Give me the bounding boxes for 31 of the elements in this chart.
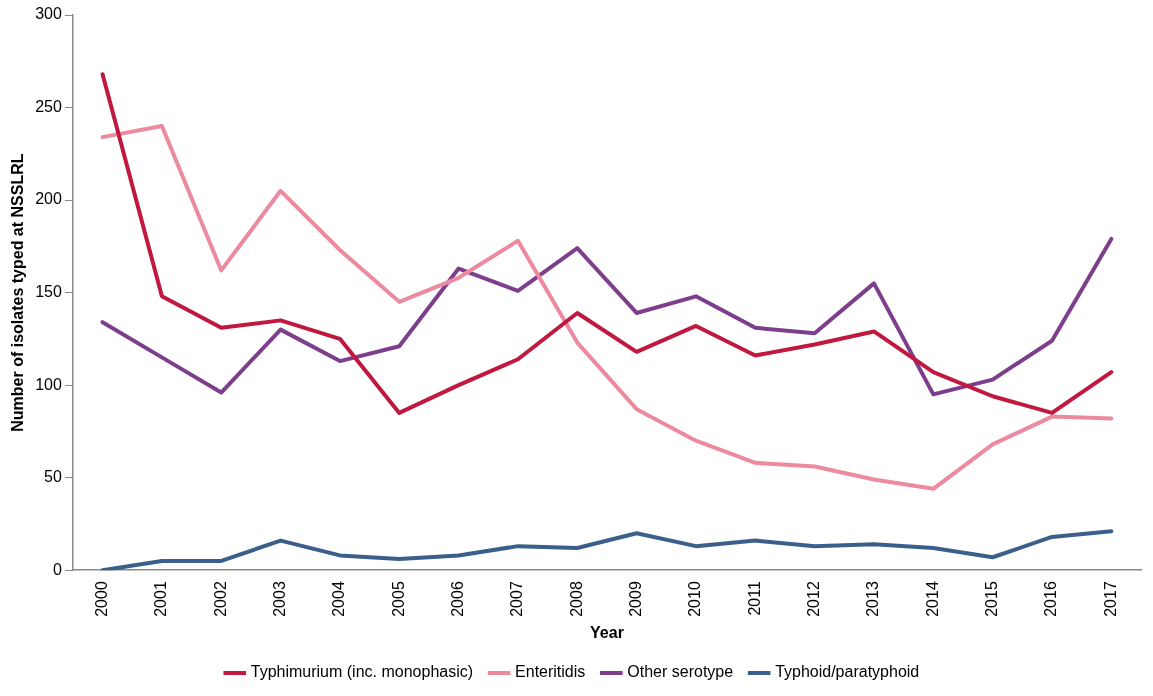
y-tick-label: 250 (35, 97, 62, 115)
x-tick-label: 2016 (1042, 581, 1060, 617)
x-tick-label: 2013 (864, 581, 882, 617)
legend-label: Other serotype (627, 663, 734, 681)
x-tick-label: 2005 (389, 581, 407, 617)
y-axis-title: Number of isolates typed at NSSLRL (9, 153, 27, 432)
x-tick-label: 2017 (1101, 581, 1119, 617)
x-tick-label: 2008 (567, 581, 585, 617)
x-tick-label: 2014 (923, 581, 941, 617)
x-tick-label: 2006 (449, 581, 467, 617)
x-tick-label: 2015 (983, 581, 1001, 617)
x-tick-label: 2001 (152, 581, 170, 617)
x-tick-label: 2007 (508, 581, 526, 617)
x-tick-label: 2002 (211, 581, 229, 617)
x-tick-label: 2010 (686, 581, 704, 617)
x-axis-title: Year (590, 623, 624, 641)
legend-label: Enteritidis (515, 663, 586, 681)
legend-label: Typhimurium (inc. monophasic) (250, 663, 474, 681)
y-tick-label: 100 (35, 375, 62, 393)
y-tick-label: 50 (44, 468, 62, 486)
legend-label: Typhoid/paratyphoid (775, 663, 920, 681)
x-tick-label: 2009 (627, 581, 645, 617)
y-tick-label: 300 (35, 5, 62, 23)
x-tick-label: 2011 (745, 581, 763, 616)
x-tick-label: 2003 (270, 581, 288, 617)
x-tick-label: 2012 (805, 581, 823, 617)
x-tick-label: 2004 (330, 581, 348, 617)
y-tick-label: 200 (35, 190, 62, 208)
x-tick-label: 2000 (92, 581, 110, 617)
y-tick-label: 0 (52, 560, 62, 578)
y-tick-label: 150 (35, 283, 62, 301)
